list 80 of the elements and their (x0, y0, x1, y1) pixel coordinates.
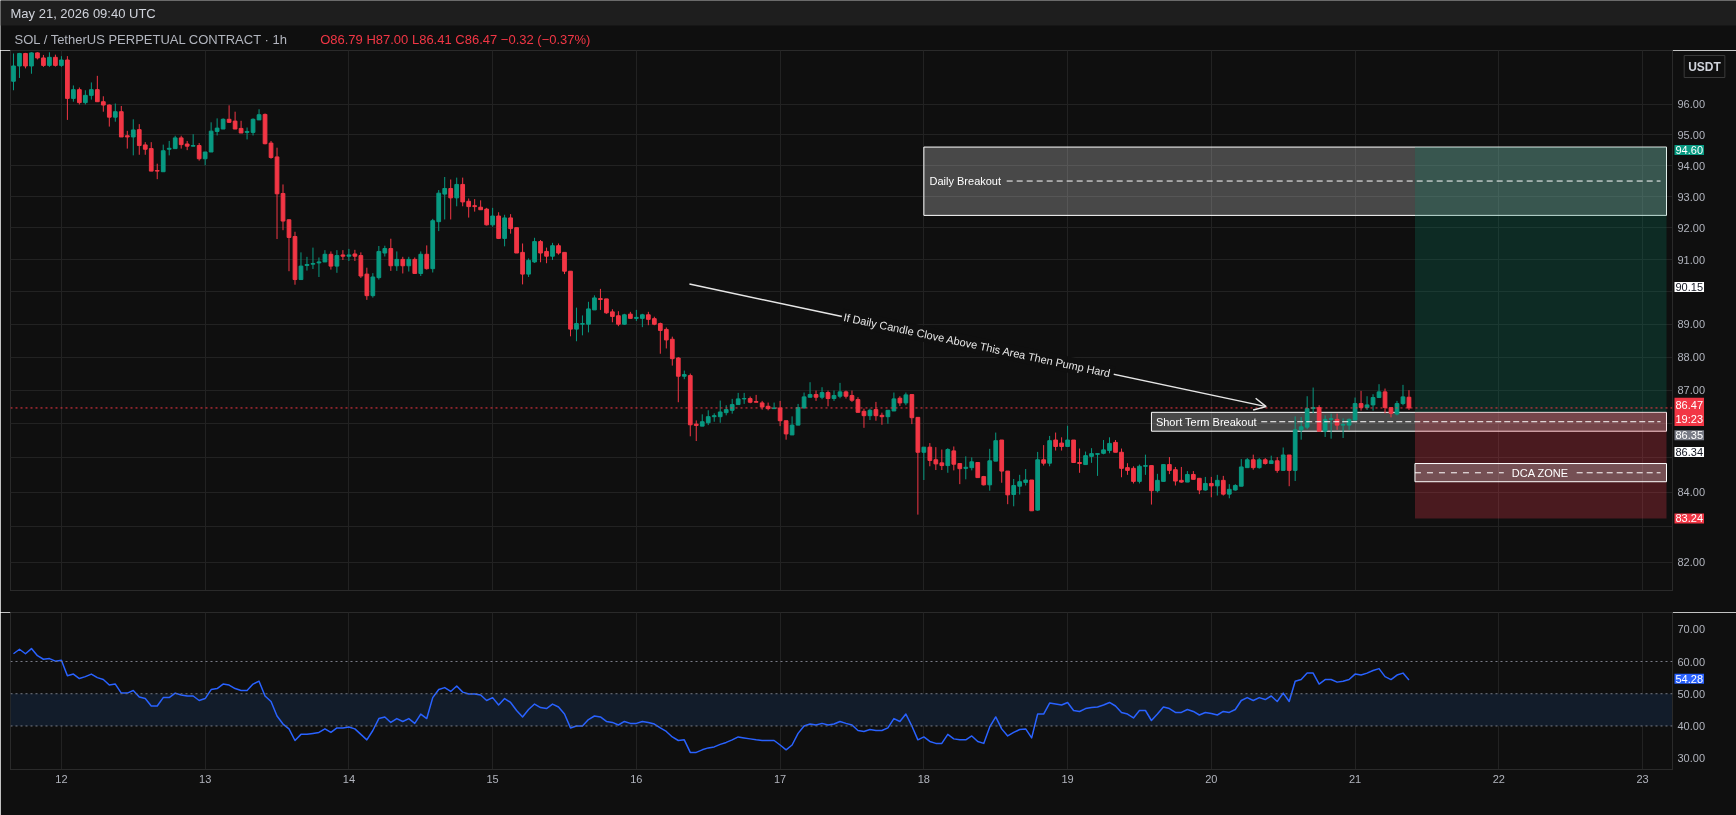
candlestick (310, 247, 316, 270)
line-series (12, 647, 1410, 754)
candlestick (1047, 435, 1052, 467)
x-tick-label: 16 (630, 772, 643, 785)
x-tick-label: 20 (1205, 772, 1218, 785)
text: 86.34 (1675, 445, 1704, 458)
candlestick (813, 390, 819, 402)
candlestick (29, 51, 34, 75)
candlestick (160, 144, 166, 173)
text: May 21, 2026 09:40 UTC (10, 5, 156, 21)
candlestick (502, 214, 507, 247)
candlestick (945, 447, 951, 474)
text: 54.28 (1675, 672, 1704, 685)
candlestick (1065, 425, 1070, 447)
y-tick-label: 87.00 (1677, 384, 1706, 397)
y-tick-label: 96.00 (1677, 98, 1706, 111)
y-tick-label: 93.00 (1677, 190, 1706, 203)
y-tick-label: 84.00 (1677, 486, 1706, 499)
y-tick-label: 70.00 (1677, 623, 1706, 636)
candlestick (298, 251, 304, 281)
x-tick-label: 21 (1348, 772, 1362, 785)
candlestick (1220, 475, 1226, 497)
text: 94.60 (1675, 143, 1704, 156)
candlestick (388, 238, 394, 272)
x-tick-label: 12 (55, 772, 68, 785)
text: 86.35 (1675, 429, 1704, 442)
y-tick-label: 88.00 (1677, 351, 1706, 364)
x-tick-label: 13 (199, 772, 212, 785)
candlestick (490, 207, 495, 228)
x-tick-label: 15 (486, 772, 499, 785)
y-tick-label: 30.00 (1677, 752, 1706, 765)
candlestick (1208, 476, 1214, 498)
candlestick (190, 133, 196, 147)
chart-subtitle: O86.79 H87.00 L86.41 C86.47 −0.32 (−0.37%) (320, 32, 591, 47)
x-tick-label: 14 (342, 772, 356, 785)
candlestick (304, 256, 310, 272)
candlestick (454, 177, 460, 207)
candlestick (1214, 474, 1220, 497)
text: 83.24 (1675, 512, 1704, 525)
candlestick (346, 248, 352, 262)
candlestick (867, 408, 873, 421)
y-tick-label: 60.00 (1677, 655, 1706, 668)
y-axis-title: USDT (1688, 59, 1722, 74)
y-tick-label: 94.00 (1677, 159, 1706, 172)
y-tick-label: 89.00 (1677, 318, 1706, 331)
candlestick (130, 118, 136, 156)
series-label: Daily Breakout (929, 175, 1002, 188)
text: 90.15 (1675, 280, 1704, 293)
candlestick (448, 178, 454, 220)
candlestick (424, 244, 430, 271)
candlestick (1376, 383, 1382, 399)
y-tick-label: 82.00 (1677, 556, 1706, 569)
candlestick (1041, 444, 1046, 467)
x-tick-label: 19 (1061, 772, 1074, 785)
y-tick-label: 50.00 (1677, 687, 1706, 700)
candlestick (394, 250, 400, 272)
y-tick-label: 95.00 (1677, 128, 1706, 141)
candlestick (921, 446, 927, 481)
x-tick-label: 22 (1492, 772, 1505, 785)
candlestick (1334, 413, 1340, 431)
candlestick (1286, 454, 1292, 487)
candlestick (496, 211, 501, 240)
annotation: If Daily Candle Clove Above This Area Then Pump Hard (842, 311, 1112, 380)
series-label: DCA ZONE (1511, 466, 1569, 479)
y-tick-label: 40.00 (1677, 719, 1706, 732)
candlestick (112, 103, 118, 123)
candlestick (1280, 447, 1286, 471)
x-tick-label: 17 (773, 772, 787, 785)
y-tick-label: 91.00 (1677, 253, 1706, 266)
x-tick-label: 18 (917, 772, 930, 785)
x-tick-label: 23 (1636, 772, 1649, 785)
series-label: Short Term Breakout (1155, 415, 1257, 428)
candlestick (328, 250, 334, 271)
chart-title: SOL / TetherUS PERPETUAL CONTRACT · 1h (14, 32, 287, 47)
candlestick (418, 250, 424, 277)
ref-line-label: 86.47 19:23 (1675, 398, 1704, 426)
candlestick (340, 249, 346, 261)
candlestick (819, 386, 825, 400)
y-tick-label: 92.00 (1677, 221, 1706, 234)
candlestick (334, 249, 340, 274)
